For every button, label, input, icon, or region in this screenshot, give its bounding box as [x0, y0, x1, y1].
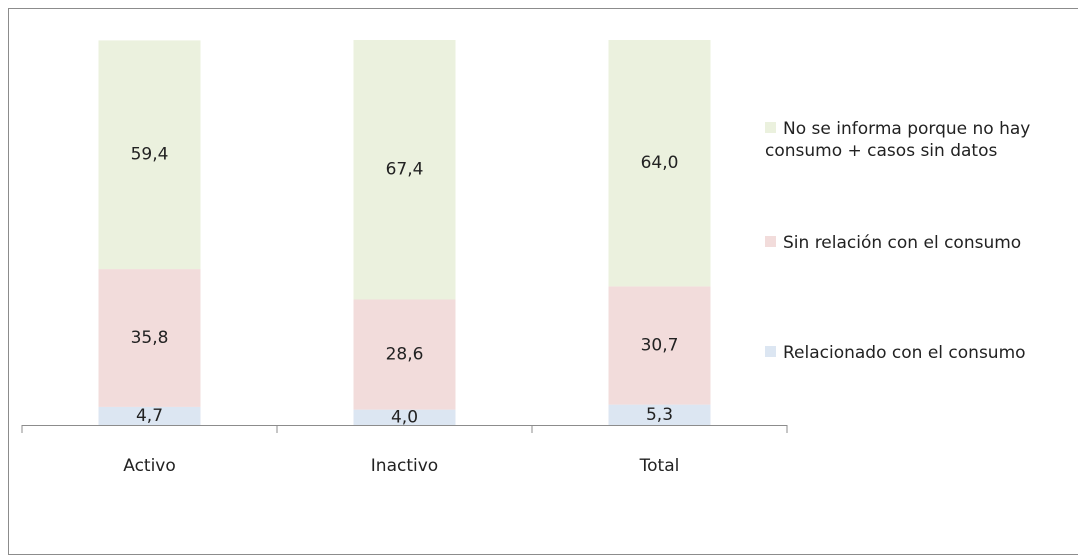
- legend-item: Sin relación con el consumo: [765, 232, 1078, 254]
- data-label: 30,7: [641, 335, 679, 355]
- data-label: 4,0: [391, 407, 418, 427]
- bar-segment: [353, 299, 456, 410]
- data-label: 59,4: [131, 145, 169, 165]
- x-tick-label: Total: [639, 456, 680, 476]
- x-tick-label: Inactivo: [371, 456, 438, 476]
- bar-segment: [98, 406, 201, 425]
- legend-item: No se informa porque no hay consumo + ca…: [765, 118, 1078, 162]
- bar-segment: [608, 286, 711, 405]
- legend-swatch: [765, 346, 776, 357]
- data-label: 28,6: [386, 345, 424, 365]
- legend-item: Relacionado con el consumo: [765, 342, 1078, 364]
- legend-swatch: [765, 122, 776, 133]
- bar-segment: [353, 409, 456, 425]
- data-label: 35,8: [131, 328, 169, 348]
- legend-label: No se informa porque no hay consumo + ca…: [765, 119, 1031, 161]
- x-tick-label: Activo: [123, 456, 176, 476]
- data-label: 4,7: [136, 406, 163, 426]
- bar-segment: [608, 404, 711, 425]
- data-label: 64,0: [641, 153, 679, 173]
- bar-segment: [353, 40, 456, 300]
- data-label: 67,4: [386, 160, 424, 180]
- legend-label: Sin relación con el consumo: [783, 233, 1022, 253]
- bar-segment: [98, 269, 201, 407]
- data-label: 5,3: [646, 405, 673, 425]
- legend-label: Relacionado con el consumo: [783, 343, 1026, 363]
- legend-swatch: [765, 236, 776, 247]
- bar-segment: [608, 40, 711, 287]
- bar-segment: [98, 40, 201, 270]
